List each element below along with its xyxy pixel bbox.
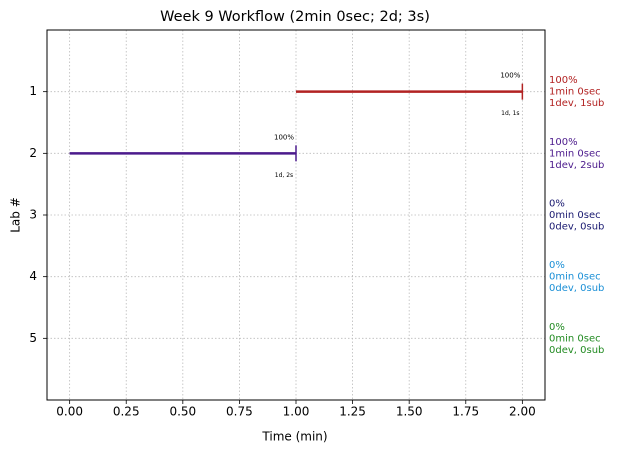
side-label: 0min 0sec [549,272,601,283]
plot-frame [46,29,546,401]
segment-bottom-label: 1d, 1s [501,110,519,117]
x-tick-label: 1.50 [396,405,423,419]
y-tick-label: 4 [29,269,37,283]
chart-title: Week 9 Workflow (2min 0sec; 2d; 3s) [160,9,430,25]
side-label: 0% [549,199,565,210]
x-tick-label: 1.25 [339,405,366,419]
y-axis-label: Lab # [9,197,23,233]
side-label: 0min 0sec [549,210,601,221]
side-label: 0dev, 0sub [549,283,604,294]
x-tick-label: 0.50 [169,405,196,419]
x-tick-label: 0.75 [226,405,253,419]
x-tick-label: 1.75 [452,405,479,419]
side-label: 100% [549,75,578,86]
y-tick-label: 1 [29,84,37,98]
side-label: 1min 0sec [549,87,601,98]
y-tick-label: 3 [29,208,37,222]
side-label: 1min 0sec [549,148,601,159]
x-tick-label: 0.25 [113,405,140,419]
side-label: 100% [549,137,578,148]
side-label: 0% [549,322,565,333]
side-label: 0% [549,260,565,271]
side-label: 0min 0sec [549,333,601,344]
segment-top-label: 100% [274,133,294,141]
x-axis-label: Time (min) [261,430,327,444]
x-tick-label: 0.00 [56,405,83,419]
side-label: 1dev, 1sub [549,98,604,109]
segment-bottom-label: 1d, 2s [275,172,293,179]
x-tick-label: 2.00 [509,405,536,419]
y-tick-label: 2 [29,146,37,160]
x-tick-label: 1.00 [283,405,310,419]
segment-top-label: 100% [500,72,520,80]
side-label: 0dev, 0sub [549,345,604,356]
side-label: 0dev, 0sub [549,222,604,233]
side-label: 1dev, 2sub [549,160,604,171]
y-tick-label: 5 [29,331,37,345]
